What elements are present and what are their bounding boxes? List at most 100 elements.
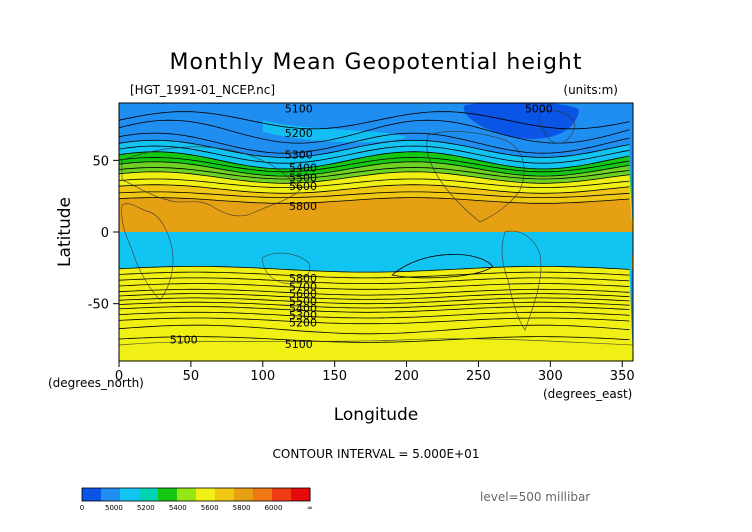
trough-5200-region	[262, 120, 407, 143]
colorbar-tick-label: 6000	[265, 504, 283, 512]
colorbar-swatch	[196, 488, 216, 501]
y-tick-label: 0	[101, 226, 109, 241]
coastline-antarctica	[119, 338, 633, 346]
contour-line	[119, 271, 630, 279]
x-tick-label: 0	[115, 369, 123, 384]
colorbar-swatch	[101, 488, 121, 501]
x-units-label: (degrees_east)	[543, 387, 632, 401]
colorbar-swatch	[158, 488, 178, 501]
x-tick-label: 250	[466, 369, 491, 384]
colorbar-tick-label: ∞	[307, 504, 313, 512]
contour-line	[119, 266, 630, 273]
contour-line	[119, 161, 630, 177]
contour-line	[119, 317, 630, 325]
coastline-eurasia	[121, 146, 301, 217]
contour-line	[119, 119, 630, 144]
colorbar-tick-label: 5400	[169, 504, 187, 512]
contour-line	[119, 311, 630, 319]
colorbar-tick-label: 0	[80, 504, 84, 512]
chart-title: Monthly Mean Geopotential height	[169, 50, 582, 75]
contour-closed-5900	[391, 254, 494, 279]
contour-label: 5300	[289, 309, 317, 322]
plot-area: 5000510052005300540055005600580058005700…	[119, 103, 633, 361]
contour-label: 5800	[289, 200, 317, 213]
contour-line	[119, 132, 630, 154]
contour-line	[119, 178, 630, 189]
contour-label: 5600	[289, 288, 317, 301]
contour-lines	[119, 111, 630, 343]
contour-line	[119, 167, 630, 180]
x-tick-label: 300	[538, 369, 563, 384]
y-tick-label: 50	[92, 154, 109, 169]
contour-line	[119, 197, 630, 204]
colorbar-swatch	[139, 488, 159, 501]
contour-line	[119, 184, 630, 194]
source-file-label: [HGT_1991-01_NCEP.nc]	[130, 83, 275, 97]
contour-label: 5100	[170, 334, 198, 347]
coastline-south-america	[501, 230, 542, 331]
x-tick-label: 150	[322, 369, 347, 384]
contour-label: 5100	[285, 103, 313, 116]
contour-label: 5500	[289, 295, 317, 308]
coastline-africa	[121, 203, 174, 301]
contour-label: 5500	[289, 172, 317, 185]
contour-label: 5200	[289, 316, 317, 329]
contour-line	[119, 288, 630, 296]
contour-line	[119, 297, 630, 305]
contour-label: 5700	[289, 280, 317, 293]
y-units-label: (degrees_north)	[48, 376, 144, 390]
contour-line	[119, 336, 630, 343]
height-bands	[119, 140, 633, 361]
y-axis-label: Latitude	[55, 197, 75, 267]
contour-label: 5200	[285, 127, 313, 140]
colorbar-tick-label: 5000	[105, 504, 123, 512]
level-label: level=500 millibar	[480, 490, 590, 504]
contour-line	[119, 171, 630, 184]
contour-label: 5100	[285, 338, 313, 351]
contour-labels: 5000510052005300540055005600580058005700…	[170, 103, 553, 351]
contour-line	[119, 151, 630, 170]
colorbar-swatch	[120, 488, 140, 501]
contour-label: 5000	[525, 103, 553, 116]
contour-label: 5400	[289, 162, 317, 175]
contour-line	[119, 283, 630, 290]
coastline-greenland	[539, 110, 576, 144]
band-south-layer-1	[119, 266, 633, 361]
height-anomaly-regions	[262, 103, 580, 279]
colorbar-swatch	[291, 488, 311, 501]
colorbar-tick-label: 5800	[233, 504, 251, 512]
x-tick-label: 350	[610, 369, 635, 384]
contour-interval-label: CONTOUR INTERVAL = 5.000E+01	[273, 447, 480, 461]
colorbar: 0 5000 5200 5400 5600 5800 6000 ∞	[80, 487, 313, 512]
colorbar-swatch	[82, 488, 102, 501]
colorbar-swatch	[215, 488, 235, 501]
colorbar-frame	[81, 487, 311, 502]
contour-line	[119, 139, 630, 158]
contour-label: 5800	[289, 272, 317, 285]
colorbar-swatch	[234, 488, 254, 501]
contour-line	[119, 301, 630, 309]
coastline-north-america	[426, 131, 525, 223]
contour-line	[119, 293, 630, 300]
axes: 0 50 100 150 200 250 300 350 50 0 -50	[88, 154, 635, 384]
x-tick-label: 200	[394, 369, 419, 384]
contour-label: 5300	[285, 149, 313, 162]
colorbar-swatch	[253, 488, 273, 501]
units-label: (units:m)	[563, 83, 618, 97]
contour-line	[119, 306, 630, 313]
x-axis-label: Longitude	[334, 405, 419, 425]
contour-line	[119, 324, 630, 335]
x-tick-label: 100	[250, 369, 275, 384]
y-tick-label: -50	[88, 298, 109, 313]
contour-line	[119, 157, 630, 173]
colorbar-tick-label: 5200	[137, 504, 155, 512]
contour-line	[119, 191, 630, 198]
coastline-australia	[261, 252, 311, 285]
contour-line	[119, 145, 630, 164]
colorbar-swatch	[272, 488, 292, 501]
contour-label: 5400	[289, 302, 317, 315]
colorbar-swatch	[177, 488, 197, 501]
x-tick-label: 50	[183, 369, 200, 384]
low-5000-region	[464, 103, 580, 139]
